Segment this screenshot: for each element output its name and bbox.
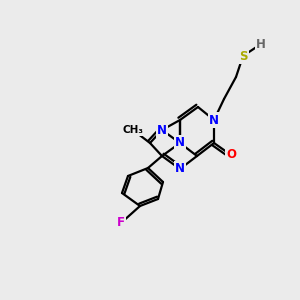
Text: CH₃: CH₃	[122, 125, 143, 135]
Text: H: H	[256, 38, 266, 50]
Text: S: S	[239, 50, 247, 62]
Text: F: F	[117, 217, 125, 230]
Text: N: N	[209, 113, 219, 127]
Text: N: N	[157, 124, 167, 136]
Text: O: O	[226, 148, 236, 161]
Text: N: N	[175, 163, 185, 176]
Text: N: N	[175, 136, 185, 149]
